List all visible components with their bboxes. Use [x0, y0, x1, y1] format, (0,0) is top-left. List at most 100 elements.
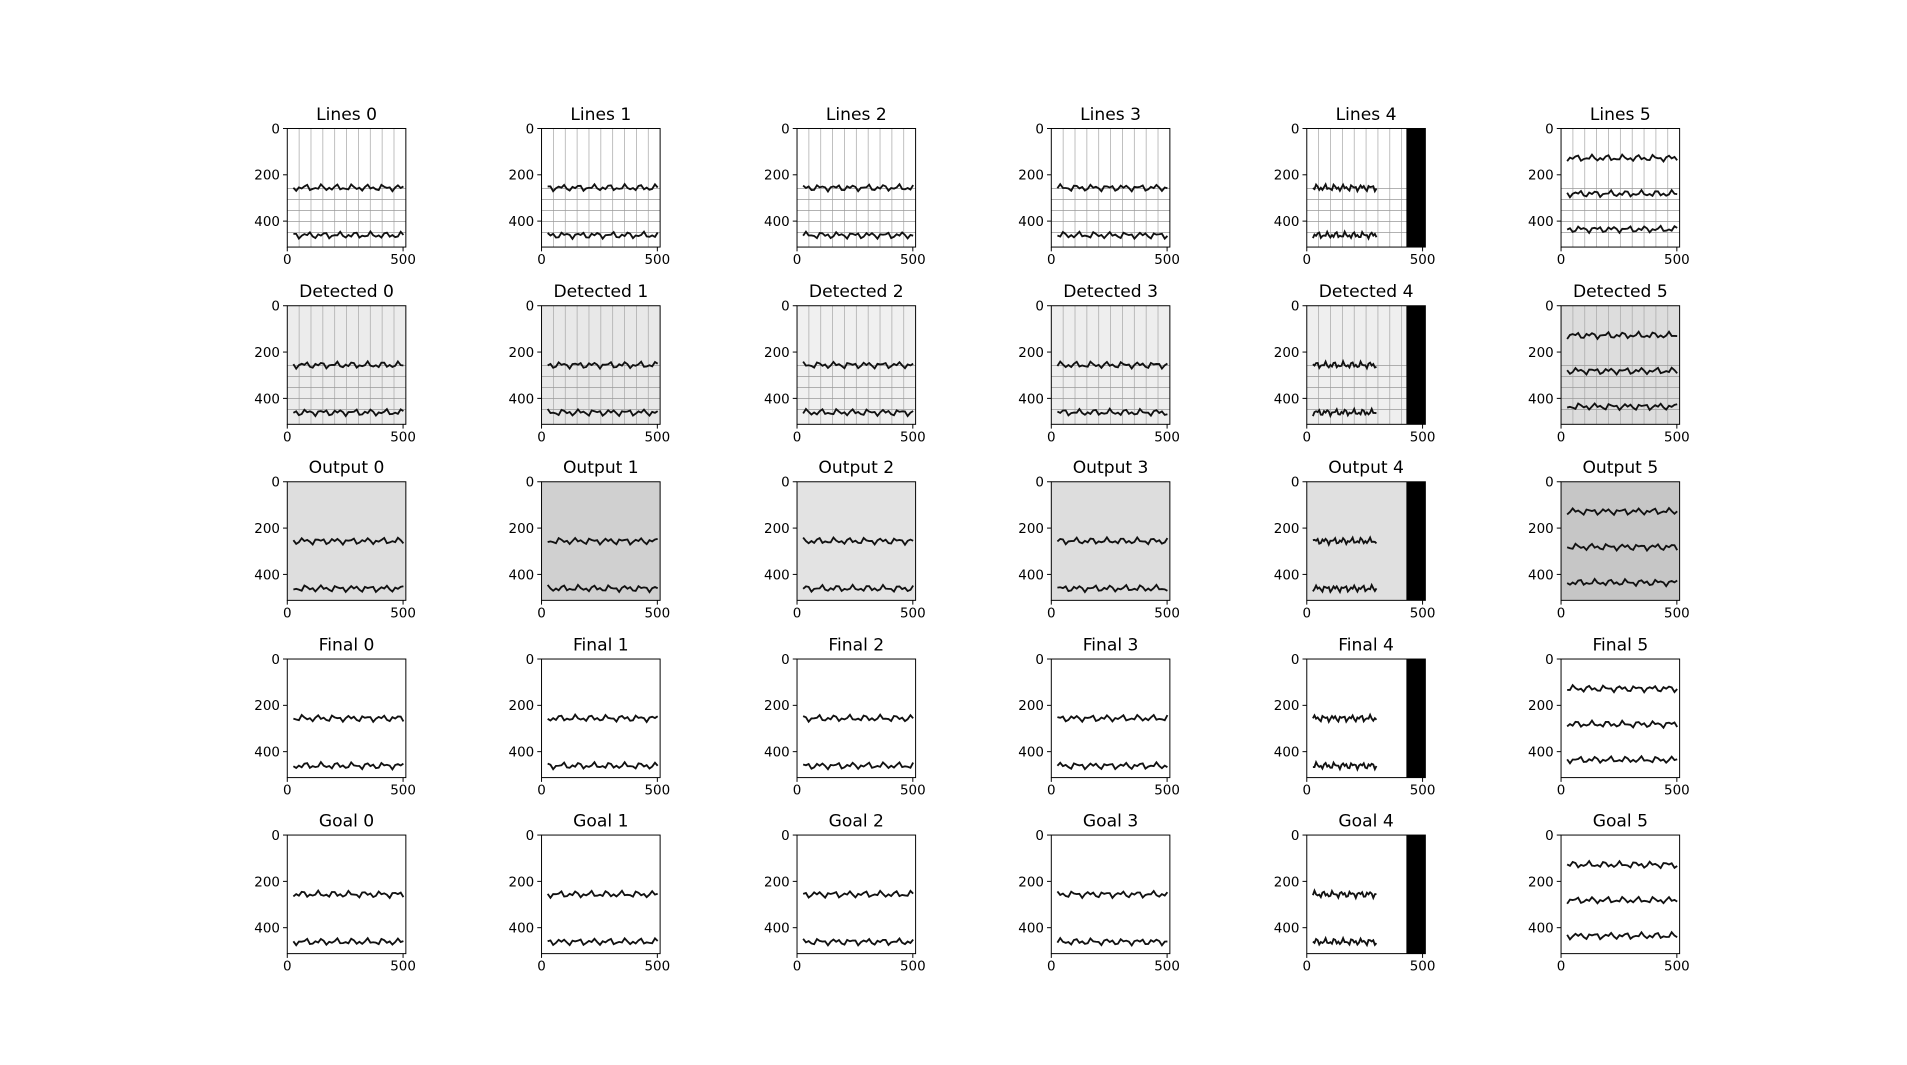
handwriting — [1312, 535, 1378, 548]
handwriting — [1566, 859, 1678, 870]
subplot: Output 5 0 500 0 200 400 — [1528, 458, 1690, 621]
x-tick-label: 0 — [537, 784, 546, 799]
handwriting — [1566, 542, 1678, 553]
x-tick-label: 0 — [1557, 960, 1566, 975]
x-tick-label: 500 — [1410, 960, 1436, 975]
subplot-title: Output 5 — [1582, 458, 1658, 478]
handwriting — [546, 583, 659, 594]
y-tick-label: 400 — [1018, 392, 1044, 407]
x-tick-label: 0 — [283, 784, 292, 799]
subplot: Output 3 0 500 0 200 400 — [1018, 458, 1180, 621]
y-tick-label: 0 — [526, 476, 535, 491]
y-tick-label: 400 — [1018, 922, 1044, 937]
y-tick-label: 0 — [526, 653, 535, 668]
handwriting — [802, 182, 914, 194]
y-tick-label: 0 — [1545, 476, 1554, 491]
image — [541, 481, 661, 601]
handwriting — [1566, 402, 1678, 412]
handwriting — [292, 359, 404, 371]
subplot-title: Output 1 — [563, 458, 639, 478]
subplot: Goal 1 0 500 0 200 400 — [509, 811, 671, 974]
y-tick-label: 400 — [1018, 215, 1044, 230]
subplot: Lines 4 0 500 0 200 400 — [1274, 105, 1436, 268]
subplot: Lines 5 0 500 0 200 400 — [1528, 105, 1690, 268]
y-tick-label: 200 — [1528, 875, 1554, 890]
subplot-title: Output 3 — [1073, 458, 1149, 478]
x-tick-label: 0 — [1557, 430, 1566, 445]
x-tick-label: 0 — [1303, 253, 1312, 268]
handwriting — [1312, 229, 1378, 241]
handwriting — [547, 230, 659, 241]
x-tick-label: 0 — [537, 960, 546, 975]
axes-frame — [796, 481, 917, 601]
image — [1051, 481, 1170, 601]
subplot-title: Final 4 — [1338, 635, 1394, 655]
handwriting — [547, 360, 659, 371]
image — [287, 835, 406, 954]
image — [1306, 659, 1426, 778]
y-tick-label: 200 — [764, 346, 790, 361]
subplot: Detected 2 0 500 0 200 400 — [764, 282, 926, 445]
y-tick-label: 400 — [254, 392, 280, 407]
y-tick-label: 200 — [1528, 346, 1554, 361]
image — [1051, 305, 1170, 425]
handwriting — [547, 760, 659, 771]
image — [287, 659, 406, 778]
y-tick-label: 0 — [1545, 653, 1554, 668]
y-tick-label: 0 — [1035, 653, 1044, 668]
black-region — [1406, 835, 1426, 954]
image — [1306, 305, 1426, 425]
x-tick-label: 500 — [900, 784, 926, 799]
y-tick-label: 0 — [781, 300, 790, 315]
axes-frame — [1560, 834, 1681, 955]
y-tick-label: 200 — [1018, 346, 1044, 361]
x-tick-label: 500 — [645, 430, 671, 445]
y-tick-label: 200 — [764, 875, 790, 890]
y-tick-label: 400 — [1274, 392, 1300, 407]
handwriting — [1312, 759, 1378, 772]
x-tick-label: 500 — [1154, 430, 1180, 445]
x-tick-label: 0 — [283, 606, 292, 621]
handwriting — [293, 713, 405, 724]
y-tick-label: 200 — [1528, 169, 1554, 184]
subplot-title: Detected 3 — [1063, 282, 1158, 302]
image — [1051, 128, 1170, 248]
x-tick-label: 0 — [1047, 784, 1056, 799]
x-tick-label: 500 — [1154, 253, 1180, 268]
subplot-title: Goal 4 — [1338, 811, 1393, 831]
y-tick-label: 200 — [1528, 522, 1554, 537]
y-tick-label: 400 — [1018, 746, 1044, 761]
handwriting — [1566, 754, 1678, 765]
subplot-title: Goal 0 — [319, 811, 374, 831]
subplot: Final 5 0 500 0 200 400 — [1528, 635, 1690, 798]
image — [287, 481, 406, 601]
x-tick-label: 0 — [1047, 960, 1056, 975]
subplot: Final 1 0 500 0 200 400 — [509, 635, 671, 798]
handwriting — [292, 889, 405, 900]
handwriting — [1566, 153, 1678, 164]
subplot-title: Lines 2 — [826, 105, 887, 125]
x-tick-label: 500 — [900, 960, 926, 975]
handwriting — [1566, 930, 1678, 941]
y-tick-label: 0 — [1291, 122, 1300, 137]
handwriting — [292, 760, 404, 772]
image — [1306, 835, 1426, 954]
y-tick-label: 0 — [271, 829, 280, 844]
handwriting — [802, 583, 914, 594]
handwriting — [1057, 407, 1168, 418]
axes-frame — [286, 481, 407, 601]
axes-frame — [1050, 127, 1171, 248]
subplot: Goal 0 0 500 0 200 400 — [254, 811, 416, 974]
x-tick-label: 0 — [1047, 606, 1056, 621]
axes-frame — [541, 658, 661, 779]
handwriting — [292, 936, 404, 947]
axes-frame — [541, 127, 661, 248]
axes-frame — [286, 658, 407, 779]
subplot: Lines 0 0 500 0 200 400 — [254, 105, 416, 268]
y-tick-label: 400 — [1274, 568, 1300, 583]
y-tick-label: 200 — [1018, 699, 1044, 714]
subplot: Detected 3 0 500 0 200 400 — [1018, 282, 1180, 445]
handwriting — [293, 584, 404, 594]
y-tick-label: 0 — [781, 829, 790, 844]
image — [287, 128, 406, 248]
